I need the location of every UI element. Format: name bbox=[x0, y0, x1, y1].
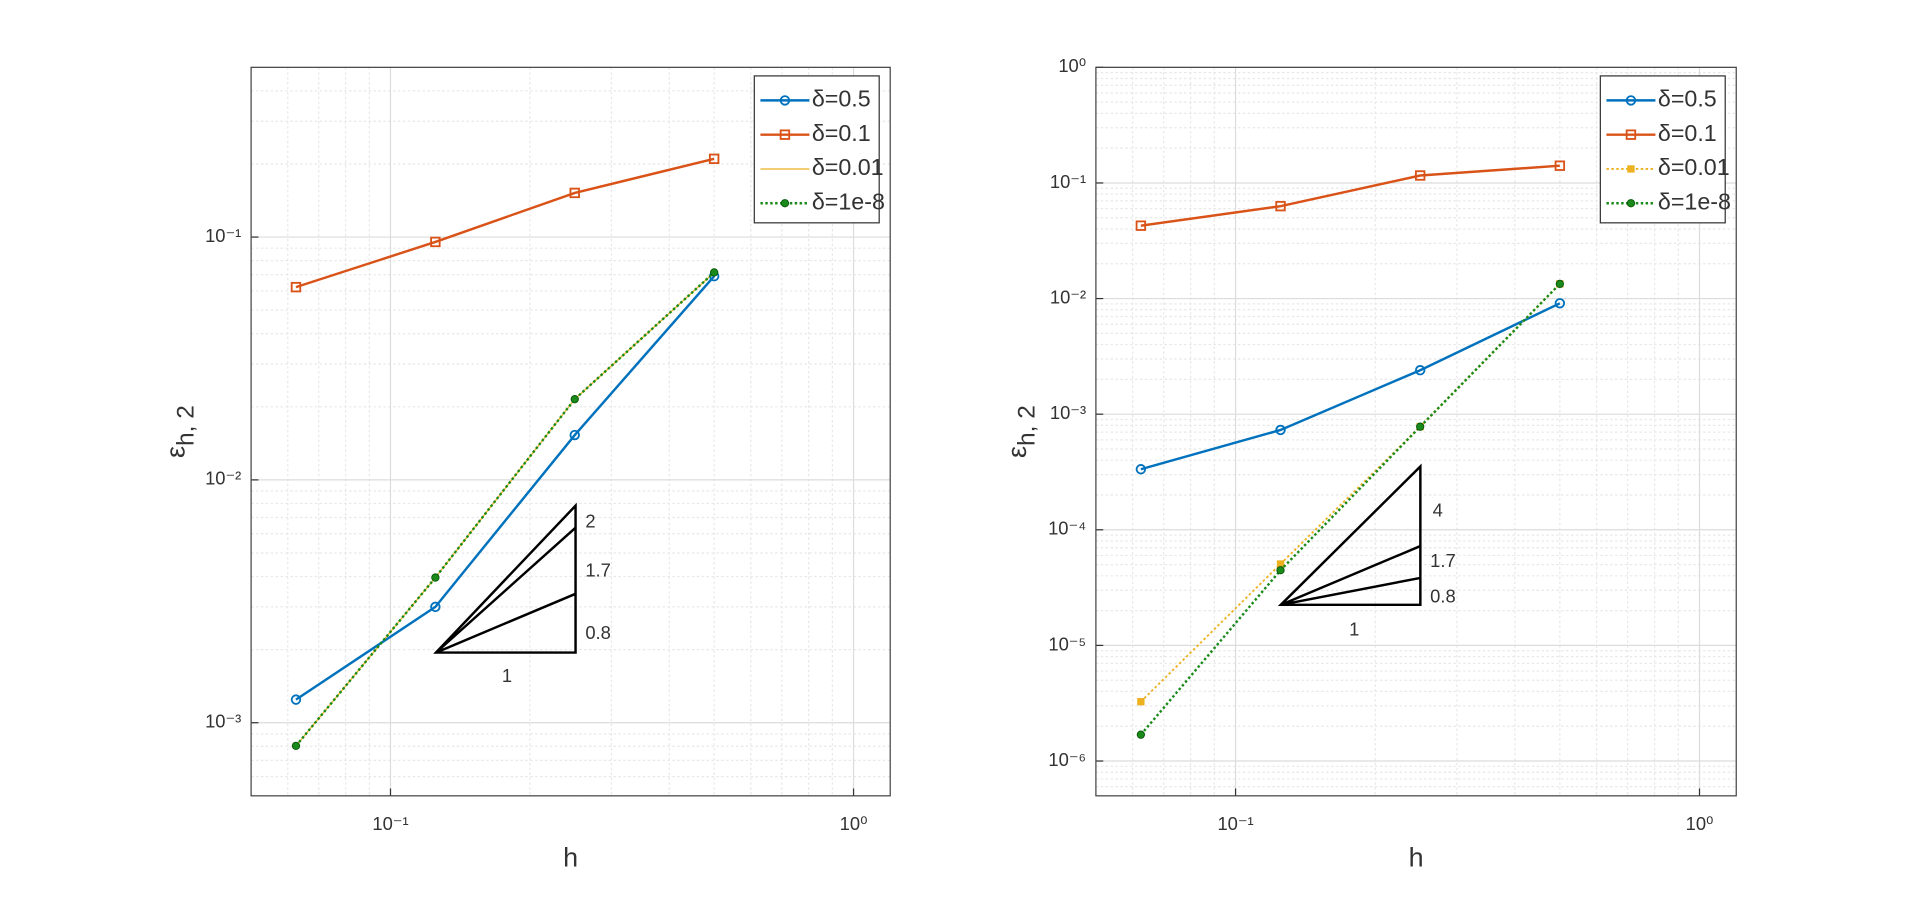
legend-marker bbox=[780, 199, 790, 208]
data-point bbox=[569, 187, 580, 199]
slope-label: 4 bbox=[1433, 500, 1443, 521]
data-point bbox=[708, 153, 720, 165]
slope-label: 1 bbox=[502, 665, 512, 686]
data-point bbox=[1135, 220, 1147, 231]
data-point bbox=[430, 601, 441, 613]
y-axis-symbol: ε bbox=[161, 446, 191, 458]
legend-marker bbox=[1626, 199, 1636, 208]
y-tick-label: 10⁻³ bbox=[1050, 402, 1086, 423]
axes-box bbox=[1095, 66, 1737, 797]
y-tick-label: 10⁻² bbox=[1050, 286, 1086, 307]
x-axis-label: h bbox=[563, 843, 578, 873]
series-line bbox=[1139, 283, 1561, 736]
y-axis-subscript: h, 2 bbox=[173, 405, 200, 446]
slope-label: 1.7 bbox=[1430, 550, 1456, 571]
series-line bbox=[1140, 164, 1560, 227]
data-point bbox=[709, 268, 719, 277]
legend-label: δ=0.01 bbox=[812, 154, 884, 180]
legend-marker bbox=[779, 95, 791, 106]
y-tick-label: 10⁻⁴ bbox=[1048, 518, 1086, 539]
y-tick-label: 10⁻⁶ bbox=[1048, 749, 1086, 770]
slope-label: 2 bbox=[585, 511, 595, 532]
y-tick-label: 10⁻³ bbox=[205, 711, 241, 732]
legend-label: δ=1e-8 bbox=[812, 188, 885, 214]
x-tick-label: 10⁰ bbox=[1686, 813, 1714, 834]
slope-triangle bbox=[433, 502, 577, 654]
y-axis-label: εh, 2 bbox=[1002, 405, 1041, 458]
legend-label: δ=0.1 bbox=[812, 120, 871, 146]
data-point bbox=[569, 429, 580, 441]
data-point bbox=[1414, 170, 1426, 181]
y-tick-label: 10⁻⁵ bbox=[1048, 633, 1086, 654]
legend-label: δ=1e-8 bbox=[1658, 188, 1731, 214]
y-axis-label: εh, 2 bbox=[161, 405, 200, 458]
data-point bbox=[430, 236, 441, 248]
x-tick-label: 10⁻¹ bbox=[1217, 813, 1253, 834]
data-point bbox=[1135, 464, 1147, 475]
series-line bbox=[295, 275, 716, 701]
data-point bbox=[570, 395, 579, 404]
y-tick-label: 10⁻² bbox=[205, 468, 241, 489]
y-tick-label: 10⁻¹ bbox=[205, 225, 241, 246]
legend-marker bbox=[779, 129, 791, 140]
data-point bbox=[1554, 160, 1566, 171]
y-tick-label: 10⁰ bbox=[1058, 55, 1086, 76]
data-point bbox=[290, 694, 302, 705]
y-axis-symbol: ε bbox=[1002, 446, 1032, 458]
legend-marker bbox=[1627, 165, 1635, 173]
data-point bbox=[1276, 566, 1285, 575]
axes-box bbox=[250, 66, 891, 797]
data-point bbox=[1554, 298, 1566, 309]
series-line bbox=[295, 271, 715, 747]
data-point bbox=[291, 741, 301, 751]
series-line bbox=[1140, 302, 1561, 471]
legend-label: δ=0.01 bbox=[1658, 154, 1730, 180]
data-point bbox=[1555, 279, 1565, 289]
data-point bbox=[1276, 560, 1285, 568]
legend-marker bbox=[1625, 95, 1637, 106]
legend-label: δ=0.1 bbox=[1658, 120, 1717, 146]
series-line bbox=[295, 157, 715, 289]
x-axis-label: h bbox=[1409, 843, 1424, 873]
slope-label: 1 bbox=[1349, 618, 1359, 639]
data-point bbox=[290, 281, 302, 293]
data-point bbox=[1137, 698, 1145, 706]
slope-label: 0.8 bbox=[1430, 585, 1456, 606]
data-point bbox=[1275, 424, 1286, 436]
slope-triangle bbox=[1277, 463, 1422, 607]
data-point bbox=[1416, 422, 1425, 431]
y-axis-subscript: h, 2 bbox=[1014, 405, 1041, 446]
slope-label: 0.8 bbox=[585, 622, 611, 643]
x-tick-label: 10⁻¹ bbox=[372, 813, 408, 834]
data-point bbox=[1275, 200, 1286, 212]
x-tick-label: 10⁰ bbox=[840, 813, 868, 834]
data-point bbox=[1136, 730, 1146, 739]
y-tick-label: 10⁻¹ bbox=[1050, 171, 1086, 192]
data-point bbox=[1414, 365, 1426, 376]
legend-marker bbox=[1625, 129, 1637, 140]
slope-label: 1.7 bbox=[585, 560, 611, 581]
legend-label: δ=0.5 bbox=[812, 86, 871, 112]
legend-label: δ=0.5 bbox=[1658, 86, 1717, 112]
data-point bbox=[431, 573, 440, 582]
